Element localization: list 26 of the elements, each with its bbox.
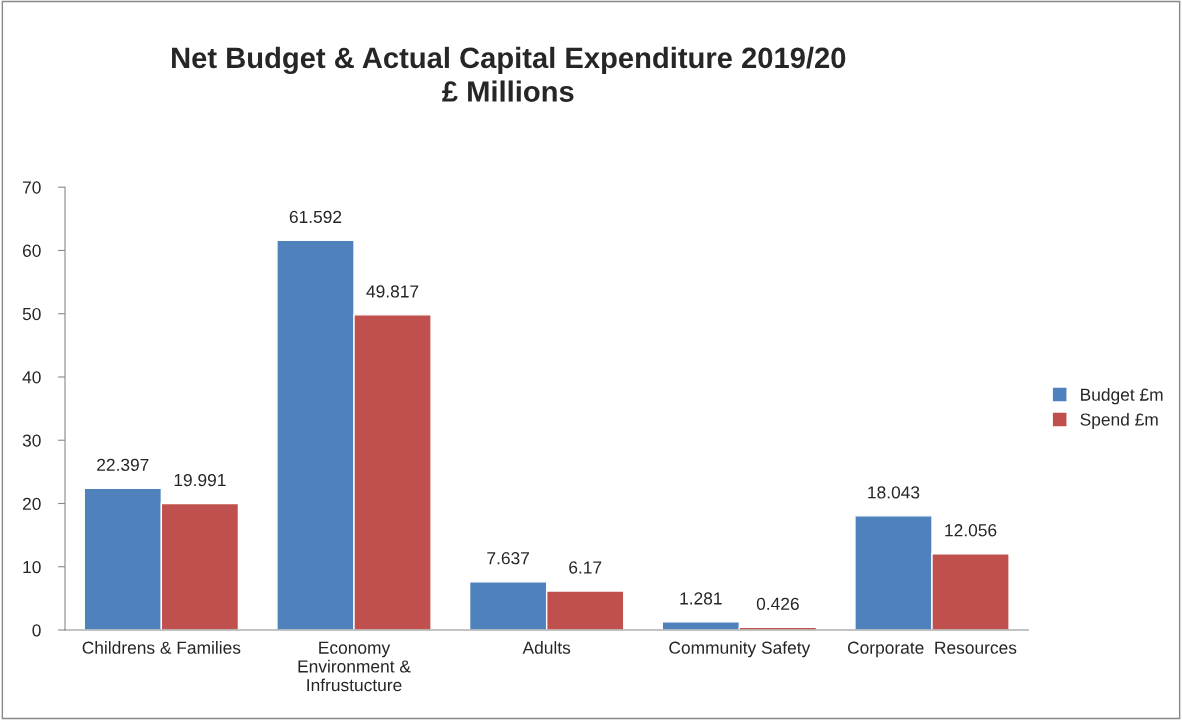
y-tick-label: 30 [22,434,41,447]
data-label: 61.592 [289,210,342,224]
x-tick-label: Community Safety [669,641,811,658]
y-tick-label: 50 [22,307,41,321]
x-tick-label: Economy Environment & Infrustucture [298,641,411,692]
data-label: 1.281 [680,592,722,605]
x-tick-label: Corporate Resources [847,641,1017,658]
y-tick-label: 0 [32,624,41,637]
legend-label: Budget £m [1081,388,1163,405]
y-tick-label: 40 [22,371,41,384]
y-tick-label: 10 [23,560,41,574]
data-label: 49.817 [366,285,419,298]
legend-label: Spend £m [1080,412,1158,430]
x-tick-label: Adults [522,641,571,654]
y-tick-label: 70 [22,181,41,194]
data-label: 19.991 [174,473,226,487]
y-tick-label: 20 [22,497,41,510]
x-tick-label: Childrens & Families [82,641,241,654]
data-label: 6.17 [569,561,602,574]
data-label: 18.043 [868,486,920,499]
data-label: 22.397 [97,458,149,471]
data-label: 12.056 [945,524,997,537]
y-tick-label: 60 [22,244,41,257]
data-label: 0.426 [756,597,799,610]
data-label: 7.637 [487,552,529,565]
chart-title: Net Budget & Actual Capital Expenditure 2019/20 £ Millions [172,46,846,102]
